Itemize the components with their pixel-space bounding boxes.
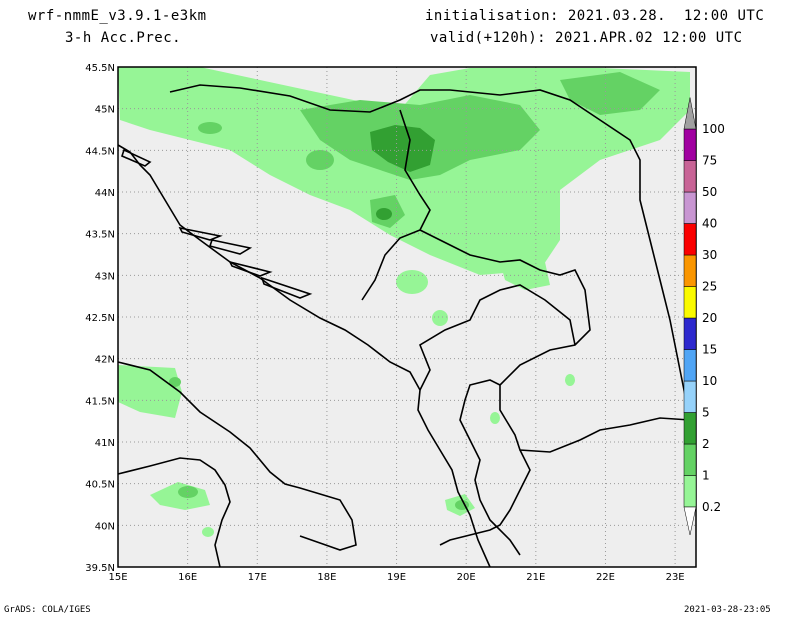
colorbar-swatch [683,191,697,224]
lon-tick-label: 17E [248,572,267,583]
coastlines-borders [117,84,691,568]
lat-tick-label: 40N [95,521,115,532]
colorbar-swatch [683,254,697,287]
colorbar-level-label: 40 [702,217,717,231]
lon-tick-label: 23E [666,572,685,583]
colorbar-swatch [683,160,697,193]
colorbar-level-label: 15 [702,343,717,357]
colorbar-level-label: 25 [702,280,717,294]
lat-tick-label: 45N [95,105,115,116]
colorbar-swatch [683,380,697,413]
lat-tick-label: 42N [95,355,115,366]
valid-time: valid(+120h): 2021.APR.02 12:00 UTC [430,30,743,46]
lon-tick-label: 16E [178,572,197,583]
colorbar-level-label: 100 [702,122,725,136]
colorbar-level-label: 1 [702,469,710,483]
lat-tick-label: 43.5N [85,230,115,241]
lon-tick-label: 18E [317,572,336,583]
lat-tick-label: 41N [95,438,115,449]
lon-tick-label: 20E [457,572,476,583]
colorbar-level-label: 50 [702,185,717,199]
colorbar-level-label: 0.2 [702,500,721,514]
colorbar-swatch [683,349,697,382]
lat-tick-label: 42.5N [85,313,115,324]
lon-tick-label: 19E [387,572,406,583]
colorbar-swatch [683,317,697,350]
model-title: wrf-nmmE_v3.9.1-e3km [28,8,207,24]
lon-tick-label: 22E [596,572,615,583]
colorbar [683,97,697,536]
colorbar-level-label: 10 [702,374,717,388]
colorbar-level-label: 20 [702,311,717,325]
lat-tick-label: 44N [95,188,115,199]
lat-tick-label: 43N [95,271,115,282]
colorbar-level-label: 30 [702,248,717,262]
field-title: 3-h Acc.Prec. [65,30,182,46]
lon-tick-label: 21E [526,572,545,583]
colorbar-swatch [683,286,697,319]
init-time: initialisation: 2021.03.28. 12:00 UTC [425,8,765,24]
colorbar-swatch [683,412,697,445]
colorbar-swatch [683,97,697,130]
lon-axis-labels: 15E 16E 17E 18E 19E 20E 21E 22E 23E [108,572,684,583]
lat-tick-label: 41.5N [85,396,115,407]
footer-credit: GrADS: COLA/IGES [4,605,91,615]
colorbar-level-label: 5 [702,406,710,420]
lat-tick-label: 40.5N [85,480,115,491]
lat-tick-label: 44.5N [85,146,115,157]
colorbar-low-cap [683,506,697,536]
colorbar-swatch [683,475,697,508]
lon-tick-label: 15E [108,572,127,583]
graticule [118,67,696,567]
colorbar-swatch [683,443,697,476]
footer-timestamp: 2021-03-28-23:05 [684,605,771,615]
colorbar-level-label: 2 [702,437,710,451]
colorbar-swatch [683,223,697,256]
colorbar-swatch [683,128,697,161]
lat-axis-labels: 39.5N 40N 40.5N 41N 41.5N 42N 42.5N 43N 43.5N 44N… [85,63,115,574]
colorbar-level-label: 75 [702,154,717,168]
lat-tick-label: 39.5N [85,563,115,574]
precip-heavy [370,125,435,220]
lat-tick-label: 45.5N [85,63,115,74]
